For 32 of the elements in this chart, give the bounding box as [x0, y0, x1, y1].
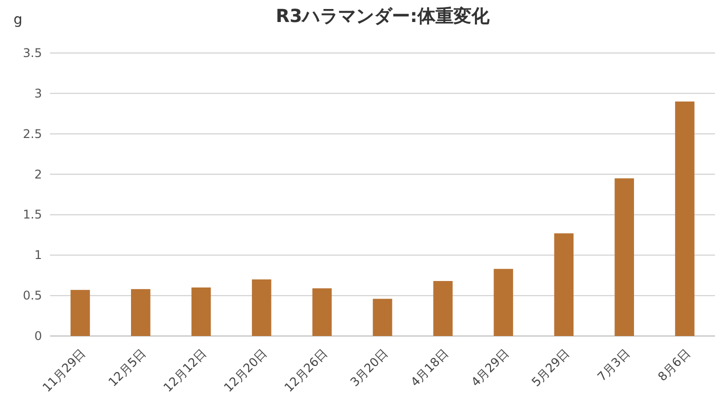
bar — [372, 298, 392, 336]
bar — [312, 288, 332, 336]
y-tick-label: 0 — [34, 329, 42, 343]
y-tick-label: 2 — [34, 167, 42, 182]
x-tick-label: 3月20日 — [348, 346, 391, 390]
y-axis-title: g — [14, 12, 22, 28]
y-tick-label: 2.5 — [22, 126, 42, 141]
bar — [433, 281, 453, 336]
x-tick-label: 12月12日 — [160, 346, 210, 395]
x-tick-label: 5月29日 — [528, 346, 572, 390]
bar — [494, 268, 514, 336]
bar — [191, 287, 211, 336]
x-tick-label: 12月5日 — [106, 346, 149, 390]
x-tick-label: 12月26日 — [282, 346, 330, 395]
y-tick-label: 1 — [34, 248, 42, 262]
bar — [70, 290, 90, 336]
x-tick-label: 8月6日 — [655, 346, 693, 384]
y-tick-label: 3.5 — [22, 46, 42, 60]
bar — [614, 178, 634, 336]
x-tick-label: 4月29日 — [468, 346, 512, 390]
y-tick-label: 0.5 — [22, 288, 42, 303]
y-tick-label: 1.5 — [22, 208, 42, 222]
bar — [675, 102, 694, 336]
chart-title: R3ハラマンダー:体重変化 — [276, 6, 490, 27]
x-tick-label: 7月3日 — [594, 346, 632, 384]
bar — [252, 279, 272, 336]
bar — [131, 289, 150, 336]
x-tick-label: 11月29日 — [40, 346, 88, 395]
x-tick-label: 4月18日 — [408, 346, 452, 390]
y-tick-label: 3 — [34, 86, 42, 100]
bar — [554, 233, 574, 336]
x-tick-label: 12月20日 — [221, 346, 270, 395]
